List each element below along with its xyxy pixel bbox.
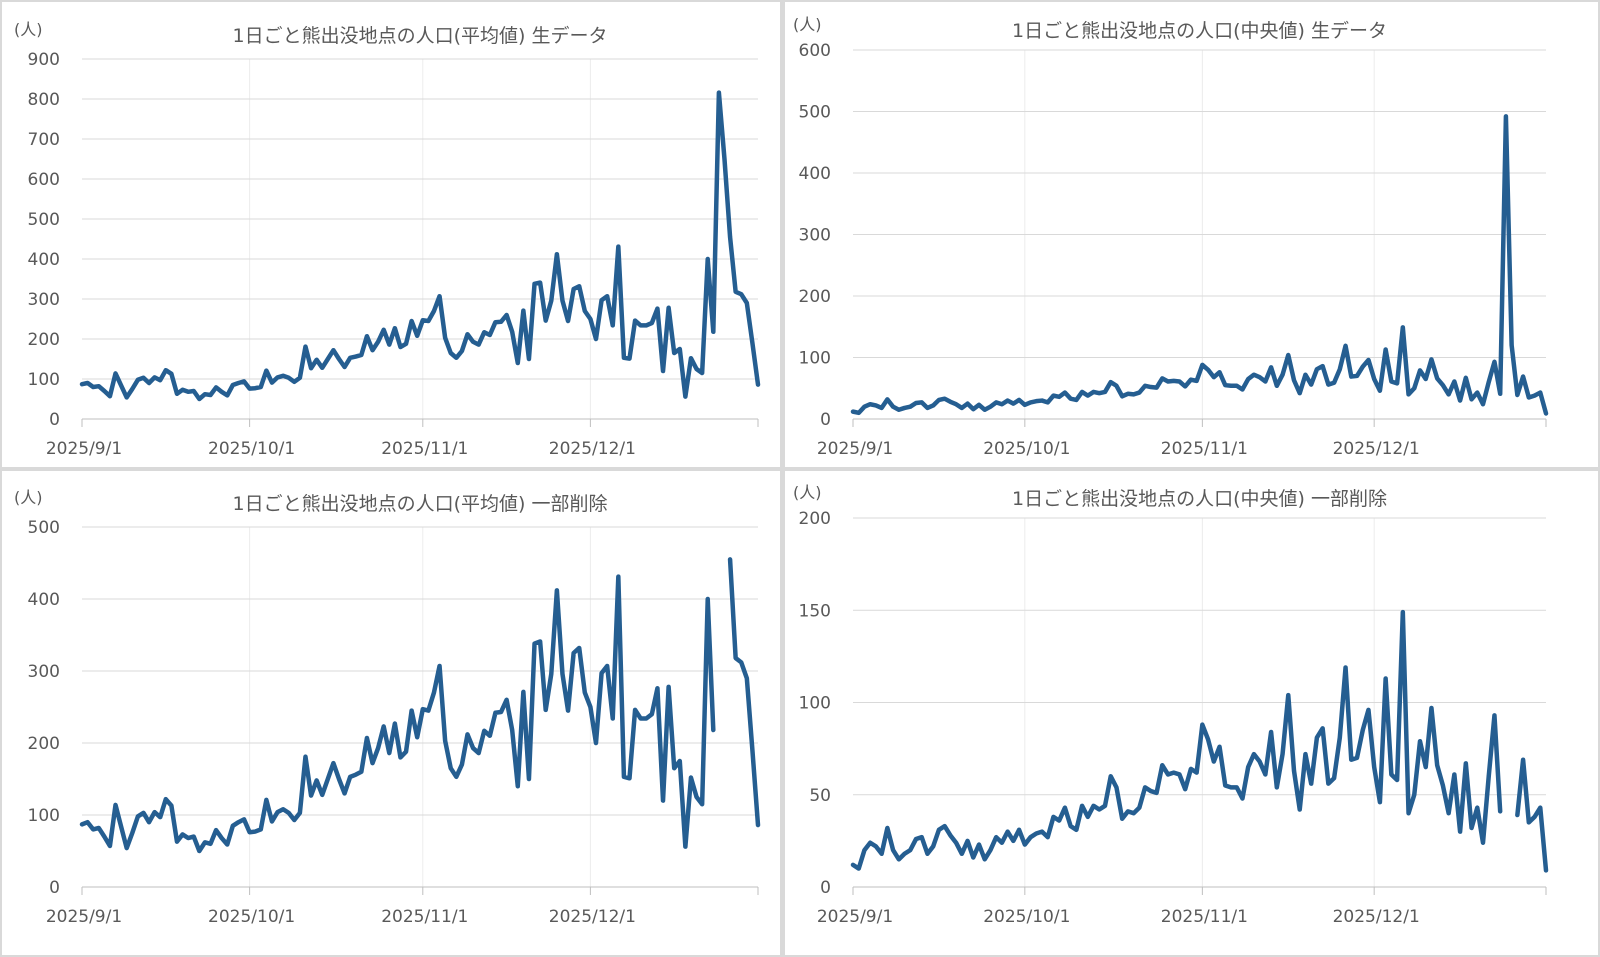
y-tick-label: 0 <box>820 410 831 430</box>
chart-panel-median-trimmed: 1日ごと熊出没地点の人口(中央値) 一部削除 (人) 0 50 100 150 200 202… <box>785 471 1598 955</box>
y-tick-label: 0 <box>820 878 831 898</box>
x-tick-label: 2025/12/1 <box>549 439 636 459</box>
y-tick-label: 300 <box>28 662 60 682</box>
x-tick-label: 2025/12/1 <box>549 907 636 927</box>
chart-panel-median-raw: 1日ごと熊出没地点の人口(中央値) 生データ (人) 0 100 200 300 400 50… <box>785 2 1598 467</box>
y-unit-label: (人) <box>14 488 43 507</box>
y-unit-label: (人) <box>793 15 822 34</box>
y-tick-label: 200 <box>28 734 60 754</box>
x-tick-label: 2025/9/1 <box>817 907 893 927</box>
x-tick-label: 2025/9/1 <box>817 439 893 459</box>
y-tick-label: 400 <box>28 590 60 610</box>
chart-svg: 1日ごと熊出没地点の人口(平均値) 生データ (人) 0 100 200 300 400 50… <box>14 20 761 459</box>
y-tick-label: 800 <box>28 90 60 110</box>
chart-title: 1日ごと熊出没地点の人口(中央値) 一部削除 <box>1012 488 1387 510</box>
x-tick-label: 2025/11/1 <box>381 907 468 927</box>
series-line <box>850 114 1549 416</box>
chart-title: 1日ごと熊出没地点の人口(中央値) 生データ <box>1012 20 1387 42</box>
y-tick-label: 500 <box>799 103 831 123</box>
x-tick-label: 2025/10/1 <box>983 907 1070 927</box>
y-tick-label: 100 <box>28 370 60 390</box>
y-tick-label: 100 <box>799 349 831 369</box>
y-tick-label: 300 <box>799 226 831 246</box>
x-tick-label: 2025/11/1 <box>1161 907 1248 927</box>
y-tick-label: 100 <box>28 806 60 826</box>
y-unit-label: (人) <box>14 20 43 39</box>
series-line <box>79 557 761 854</box>
x-tick-label: 2025/10/1 <box>208 439 295 459</box>
y-unit-label: (人) <box>793 483 822 502</box>
y-tick-label: 50 <box>809 786 831 806</box>
x-tick-label: 2025/11/1 <box>1161 439 1248 459</box>
y-tick-label: 200 <box>799 287 831 307</box>
chart-title: 1日ごと熊出没地点の人口(平均値) 生データ <box>233 25 608 47</box>
y-tick-label: 400 <box>799 164 831 184</box>
chart-panel-mean-raw: 1日ごと熊出没地点の人口(平均値) 生データ (人) 0 100 200 300 400 50… <box>2 2 780 467</box>
y-tick-label: 300 <box>28 290 60 310</box>
chart-panel-mean-trimmed: 1日ごと熊出没地点の人口(平均値) 一部削除 (人) 0 100 200 300 400 50… <box>2 471 780 955</box>
y-tick-label: 100 <box>799 694 831 714</box>
y-tick-label: 600 <box>28 170 60 190</box>
x-tick-label: 2025/9/1 <box>46 439 122 459</box>
chart-svg: 1日ごと熊出没地点の人口(平均値) 一部削除 (人) 0 100 200 300 400 50… <box>14 488 761 927</box>
x-tick-label: 2025/12/1 <box>1333 439 1420 459</box>
y-tick-label: 500 <box>28 210 60 230</box>
y-tick-label: 200 <box>799 509 831 529</box>
y-tick-label: 600 <box>799 41 831 61</box>
x-tick-label: 2025/10/1 <box>983 439 1070 459</box>
chart-title: 1日ごと熊出没地点の人口(平均値) 一部削除 <box>233 493 608 515</box>
x-tick-label: 2025/9/1 <box>46 907 122 927</box>
y-tick-label: 0 <box>49 878 60 898</box>
y-tick-label: 0 <box>49 410 60 430</box>
x-tick-label: 2025/10/1 <box>208 907 295 927</box>
chart-svg: 1日ごと熊出没地点の人口(中央値) 生データ (人) 0 100 200 300 400 50… <box>793 15 1549 459</box>
series-line <box>850 609 1549 873</box>
chart-svg: 1日ごと熊出没地点の人口(中央値) 一部削除 (人) 0 50 100 150 200 202… <box>793 483 1549 927</box>
y-tick-label: 150 <box>799 601 831 621</box>
y-tick-label: 900 <box>28 50 60 70</box>
y-tick-label: 400 <box>28 250 60 270</box>
x-tick-label: 2025/12/1 <box>1333 907 1420 927</box>
series-line <box>79 90 761 402</box>
y-tick-label: 500 <box>28 518 60 538</box>
x-tick-label: 2025/11/1 <box>381 439 468 459</box>
y-tick-label: 700 <box>28 130 60 150</box>
y-tick-label: 200 <box>28 330 60 350</box>
